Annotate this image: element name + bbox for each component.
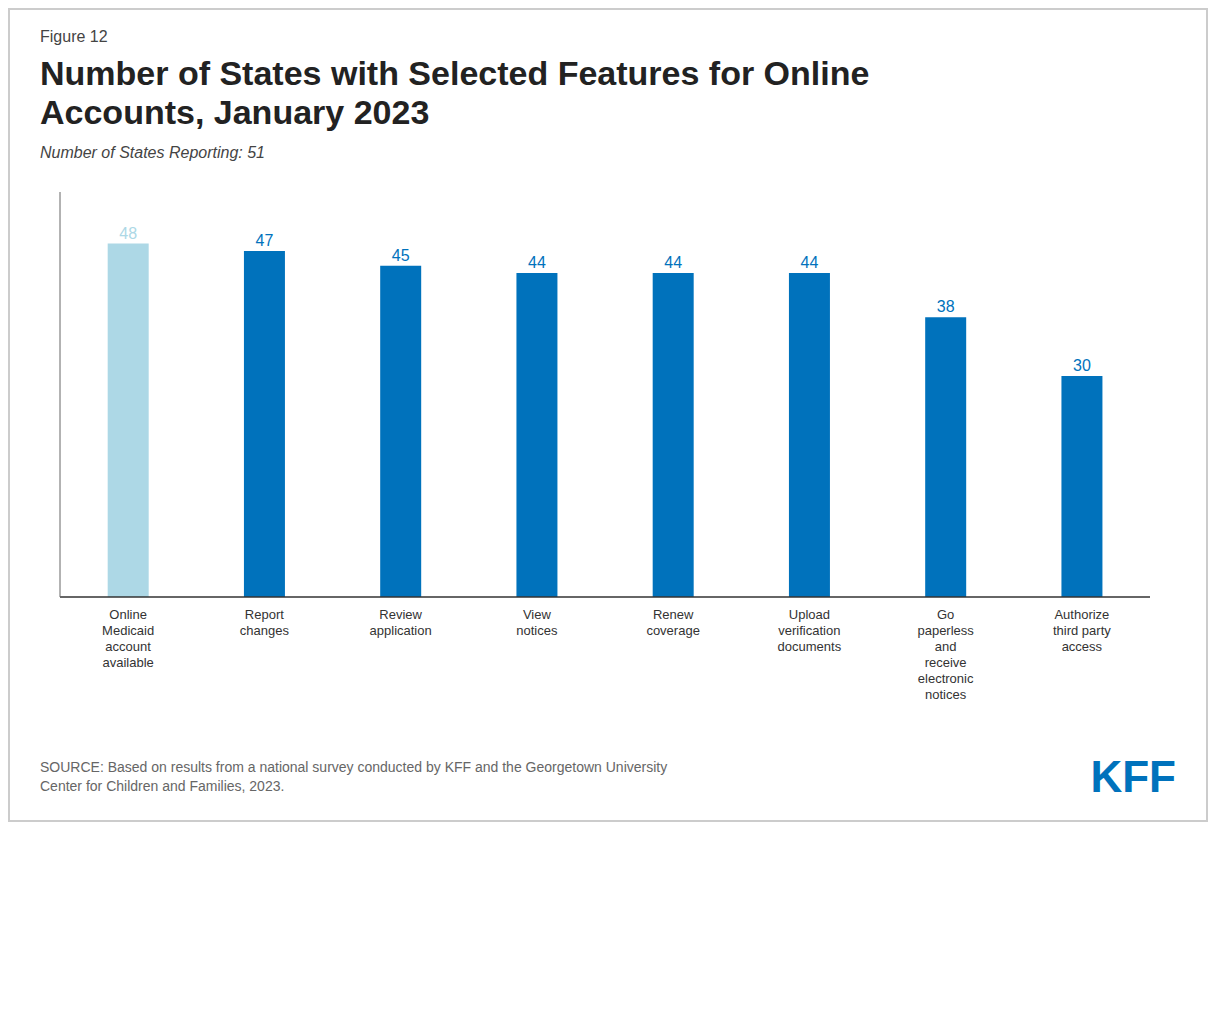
svg-text:44: 44 [528, 254, 546, 271]
svg-text:Reviewapplication: Reviewapplication [370, 607, 432, 638]
html-text:SOURCE: Based on results from: SOURCE: Based on results from a national… [40, 758, 668, 795]
html-text:Figure 12: Figure 12 [40, 28, 108, 45]
svg-text:Uploadverificationdocuments: Uploadverificationdocuments [778, 607, 842, 654]
html-text:Number of States with Selected: Number of States with Selected Features … [40, 54, 870, 132]
svg-text:38: 38 [937, 298, 955, 315]
svg-text:44: 44 [801, 254, 819, 271]
svg-text:30: 30 [1073, 357, 1091, 374]
svg-text:45: 45 [392, 247, 410, 264]
html-text:Number of States Reporting: 51: Number of States Reporting: 51 [40, 144, 265, 162]
svg-text:Reportchanges: Reportchanges [240, 607, 290, 638]
svg-text:47: 47 [256, 232, 274, 249]
svg-text:Authorizethird partyaccess: Authorizethird partyaccess [1053, 607, 1111, 654]
svg-text:Viewnotices: Viewnotices [516, 607, 558, 638]
svg-text:OnlineMedicaidaccountavailable: OnlineMedicaidaccountavailable [102, 607, 154, 670]
svg-text:Renewcoverage: Renewcoverage [646, 607, 699, 638]
svg-text:48: 48 [119, 225, 137, 242]
svg-text:Gopaperlessandreceiveelectroni: Gopaperlessandreceiveelectronicnotices [917, 607, 974, 702]
svg-text:44: 44 [664, 254, 682, 271]
html-text:KFF: KFF [1090, 752, 1176, 802]
